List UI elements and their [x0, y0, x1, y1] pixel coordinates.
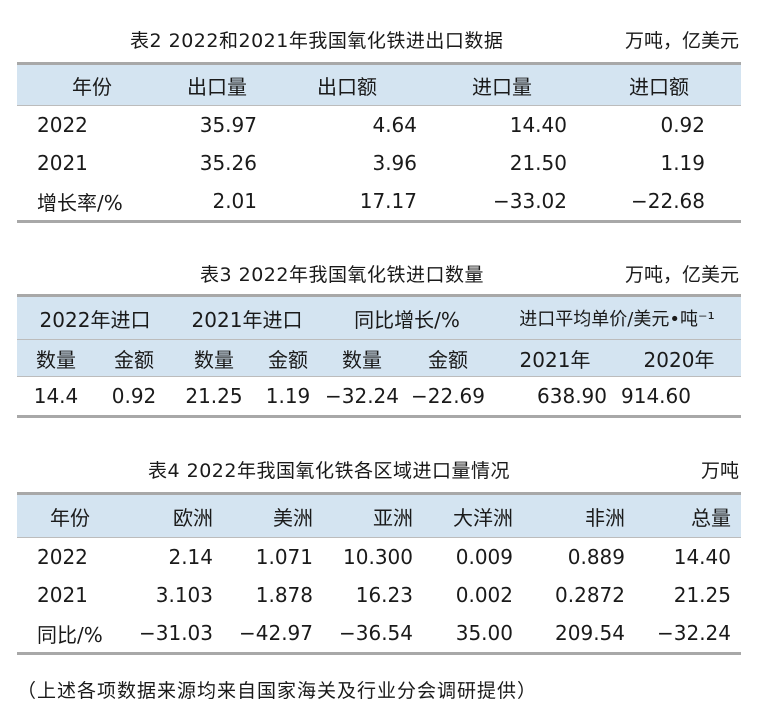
table4-cell: 2.14 — [168, 545, 213, 569]
table3-group-yoy-growth: 同比增长/% — [321, 295, 493, 340]
table2-cell: 35.26 — [199, 151, 257, 175]
table4-cell: 2021 — [37, 583, 88, 607]
table4-header-year: 年份 — [17, 493, 123, 538]
table4-cell: 16.23 — [355, 583, 413, 607]
table-row: 2021 3.103 1.878 16.23 0.002 0.2872 21.2… — [17, 576, 741, 614]
table2-cell: 2.01 — [212, 189, 257, 213]
table2-cell: 14.40 — [509, 113, 567, 137]
table4-cell: 2022 — [37, 545, 88, 569]
table4-cell: 0.009 — [455, 545, 513, 569]
table2-cell: 2021 — [37, 151, 88, 175]
table3-cell: 638.90 — [537, 384, 607, 408]
table4-unit: 万吨 — [700, 460, 739, 482]
table2-header-export-volume: 出口量 — [167, 63, 267, 106]
table4-cell: 0.889 — [567, 545, 625, 569]
table-row: 2021 35.26 3.96 21.50 1.19 — [17, 144, 741, 182]
table3-sub-header: 金额 — [255, 339, 321, 377]
table3-sub-header: 2021年 — [493, 339, 617, 377]
table2-unit: 万吨，亿美元 — [624, 30, 739, 52]
table4-cell: 1.071 — [255, 545, 313, 569]
table4-cell: 3.103 — [155, 583, 213, 607]
table2-cell: 3.96 — [372, 151, 417, 175]
table2-header-year: 年份 — [17, 63, 167, 106]
table2: 年份 出口量 出口额 进口量 进口额 2022 35.97 4.64 14.40… — [17, 62, 741, 223]
table3-cell: 0.92 — [111, 384, 157, 408]
table2-cell: 2022 — [37, 113, 88, 137]
table2-header-row: 年份 出口量 出口额 进口量 进口额 — [17, 63, 741, 106]
table3-sub-header-row: 数量 金额 数量 金额 数量 金额 2021年 2020年 — [17, 339, 741, 377]
table4-cell: 21.25 — [673, 583, 731, 607]
table4-cell: −42.97 — [238, 621, 313, 645]
table4-header-oceania: 大洋洲 — [423, 493, 523, 538]
table3-caption: 表3 2022年我国氧化铁进口数量 — [200, 264, 484, 286]
table-row: 同比/% −31.03 −42.97 −36.54 35.00 209.54 −… — [17, 614, 741, 654]
table2-cell: 0.92 — [660, 113, 705, 137]
table3-cell: 21.25 — [185, 384, 243, 408]
table2-header-import-volume: 进口量 — [427, 63, 577, 106]
table4-cell: 14.40 — [673, 545, 731, 569]
table3-group-avg-unit-price: 进口平均单价/美元•吨⁻¹ — [493, 295, 741, 340]
table3-cell: −22.69 — [410, 384, 485, 408]
table3-sub-header: 金额 — [403, 339, 493, 377]
table3-sub-header: 2020年 — [617, 339, 741, 377]
table3-cell: 914.60 — [621, 384, 691, 408]
table3-sub-header: 金额 — [95, 339, 173, 377]
table-row: 14.4 0.92 21.25 1.19 −32.24 −22.69 638.9… — [17, 377, 741, 417]
table4-cell: −32.24 — [656, 621, 731, 645]
table3-cell: −32.24 — [324, 384, 399, 408]
table4-cell: 35.00 — [455, 621, 513, 645]
table4-header-row: 年份 欧洲 美洲 亚洲 大洋洲 非洲 总量 — [17, 493, 741, 538]
table-row: 增长率/% 2.01 17.17 −33.02 −22.68 — [17, 182, 741, 222]
table4-header-europe: 欧洲 — [123, 493, 223, 538]
table2-header-import-value: 进口额 — [577, 63, 741, 106]
table3-group-header-row: 2022年进口 2021年进口 同比增长/% 进口平均单价/美元•吨⁻¹ — [17, 295, 741, 340]
table3-unit: 万吨，亿美元 — [624, 264, 739, 286]
table2-header-export-value: 出口额 — [267, 63, 427, 106]
table3-cell: 14.4 — [33, 384, 79, 408]
table2-cell: 增长率/% — [37, 190, 123, 215]
table4-cell: 同比/% — [37, 622, 103, 647]
table3-group-2022-import: 2022年进口 — [17, 295, 173, 340]
table4-header-asia: 亚洲 — [323, 493, 423, 538]
table-row: 2022 35.97 4.64 14.40 0.92 — [17, 106, 741, 145]
table3-sub-header: 数量 — [17, 339, 95, 377]
table2-cell: 35.97 — [199, 113, 257, 137]
table4: 年份 欧洲 美洲 亚洲 大洋洲 非洲 总量 2022 2.14 1.071 10… — [17, 492, 741, 655]
table-row: 2022 2.14 1.071 10.300 0.009 0.889 14.40 — [17, 538, 741, 577]
table3-cell: 1.19 — [265, 384, 311, 408]
table4-cell: 0.2872 — [555, 583, 625, 607]
table4-cell: 0.002 — [455, 583, 513, 607]
table2-cell: 17.17 — [359, 189, 417, 213]
table3: 2022年进口 2021年进口 同比增长/% 进口平均单价/美元•吨⁻¹ 数量 … — [17, 294, 741, 418]
data-source-footnote: （上述各项数据来源均来自国家海关及行业分会调研提供） — [17, 680, 538, 702]
table4-cell: 209.54 — [555, 621, 625, 645]
table4-header-total: 总量 — [635, 493, 741, 538]
table4-cell: 10.300 — [343, 545, 413, 569]
table4-cell: −31.03 — [138, 621, 213, 645]
table4-header-america: 美洲 — [223, 493, 323, 538]
table2-cell: 1.19 — [660, 151, 705, 175]
table4-caption: 表4 2022年我国氧化铁各区域进口量情况 — [148, 460, 510, 482]
table4-cell: −36.54 — [338, 621, 413, 645]
table3-group-2021-import: 2021年进口 — [173, 295, 321, 340]
table2-cell: −33.02 — [492, 189, 567, 213]
table2-cell: 21.50 — [509, 151, 567, 175]
table2-cell: −22.68 — [630, 189, 705, 213]
table4-cell: 1.878 — [255, 583, 313, 607]
table4-header-africa: 非洲 — [523, 493, 635, 538]
table3-sub-header: 数量 — [321, 339, 403, 377]
table2-cell: 4.64 — [372, 113, 417, 137]
table2-caption: 表2 2022和2021年我国氧化铁进出口数据 — [130, 30, 504, 52]
table3-sub-header: 数量 — [173, 339, 255, 377]
